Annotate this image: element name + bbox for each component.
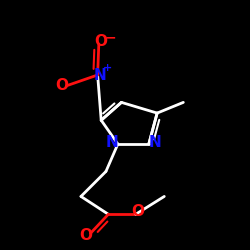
Text: N: N: [148, 135, 161, 150]
Text: +: +: [103, 63, 112, 73]
Text: O: O: [79, 228, 92, 243]
Text: N: N: [106, 135, 118, 150]
Text: O: O: [132, 204, 144, 220]
Text: N: N: [94, 68, 106, 82]
Text: O: O: [95, 34, 108, 49]
Text: −: −: [105, 30, 117, 44]
Text: O: O: [56, 78, 68, 93]
